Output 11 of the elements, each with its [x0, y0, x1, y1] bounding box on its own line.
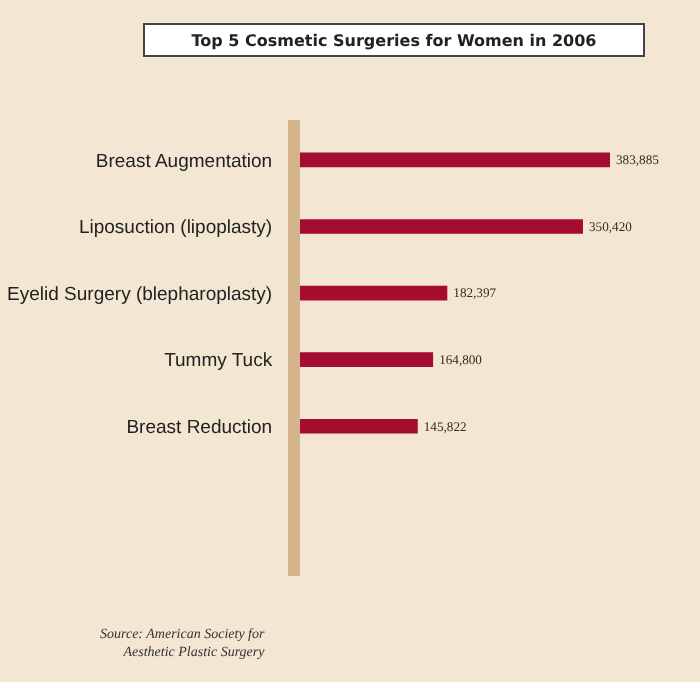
- chart-title: Top 5 Cosmetic Surgeries for Women in 2006: [191, 31, 598, 50]
- y-tick-label: Liposuction (lipoplasty): [78, 217, 273, 240]
- y-tick-label: Tummy Tuck: [164, 350, 273, 373]
- y-tick-label: Eyelid Surgery (blepharoplasty): [7, 283, 273, 306]
- y-tick-label: Breast Augmentation: [95, 150, 273, 173]
- bar: [300, 219, 583, 234]
- bar: [300, 152, 610, 168]
- y-tick-label: Breast Reduction: [126, 416, 273, 439]
- bar: [300, 352, 434, 367]
- bar: [300, 285, 448, 301]
- bar: [300, 418, 418, 434]
